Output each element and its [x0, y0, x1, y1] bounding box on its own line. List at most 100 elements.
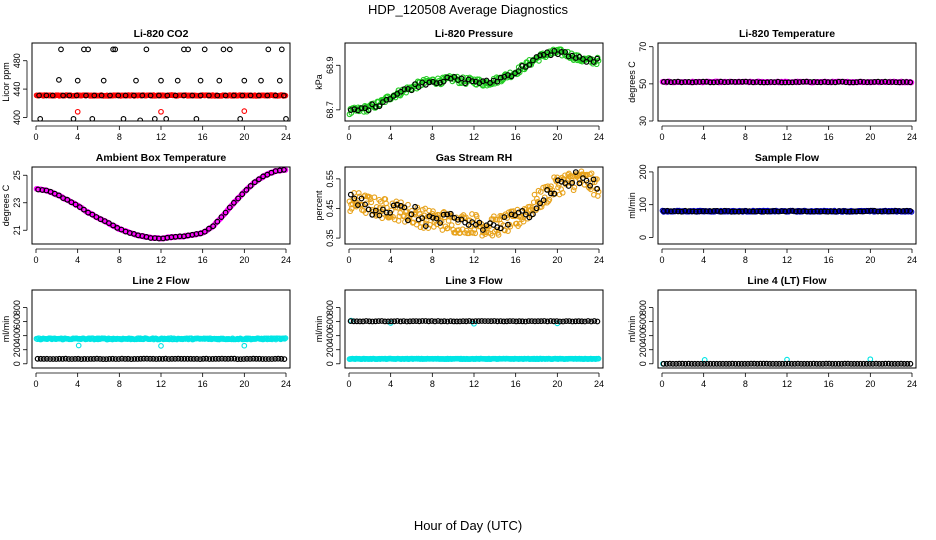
data-point — [785, 79, 792, 86]
data-point — [547, 52, 554, 59]
data-point — [70, 116, 77, 121]
data-point — [535, 318, 541, 325]
data-point — [803, 208, 810, 215]
data-point — [444, 211, 451, 218]
data-point — [771, 79, 778, 86]
data-point — [197, 356, 204, 363]
data-point — [112, 356, 119, 362]
x-tick-label: 20 — [552, 255, 562, 265]
data-point — [750, 208, 756, 215]
data-point — [190, 356, 197, 362]
data-point — [72, 201, 79, 208]
y-tick-label: 0 — [325, 361, 335, 366]
series-line-4-means — [660, 360, 914, 367]
data-point — [475, 318, 482, 325]
data-point — [480, 227, 486, 233]
data-point — [779, 360, 786, 367]
data-point — [444, 318, 451, 325]
y-tick-label: 800 — [12, 300, 22, 315]
data-point — [519, 63, 526, 69]
data-point — [368, 199, 375, 206]
data-point — [876, 360, 883, 367]
data-point — [526, 214, 533, 221]
data-point — [854, 360, 861, 367]
data-point — [432, 318, 438, 325]
data-point — [258, 77, 264, 84]
data-point — [575, 318, 582, 325]
y-axis: 30 50 70 — [638, 42, 654, 126]
data-point — [716, 360, 723, 367]
data-point — [695, 360, 701, 367]
x-tick-label: 0 — [33, 379, 38, 389]
data-point — [557, 318, 563, 325]
data-point — [438, 318, 445, 325]
x-tick-label: 0 — [33, 255, 38, 265]
data-point — [147, 92, 154, 99]
data-point — [153, 356, 160, 362]
x-axis: 0 4 8 12 16 20 24 — [33, 248, 291, 265]
data-point — [75, 355, 82, 362]
data-point — [203, 355, 210, 362]
data-point — [185, 46, 191, 53]
x-axis: 0 4 8 12 16 20 24 — [33, 372, 291, 389]
data-point — [350, 318, 357, 325]
chart-line4: Line 4 (LT) Flow ml/min 0 4 8 12 16 20 24 0 200400… — [627, 275, 917, 389]
data-point — [846, 79, 853, 86]
data-point — [220, 46, 227, 53]
data-point — [888, 360, 895, 367]
data-point — [832, 360, 839, 367]
y-tick-label: 70 — [638, 42, 648, 52]
data-point — [866, 360, 873, 367]
x-tick-label: 24 — [907, 132, 917, 142]
data-point — [798, 360, 804, 367]
data-point — [412, 81, 419, 88]
data-point — [685, 208, 692, 215]
data-point — [788, 360, 795, 367]
data-point — [796, 208, 803, 215]
x-tick-label: 8 — [117, 379, 122, 389]
data-point — [587, 182, 593, 189]
data-point — [226, 204, 233, 211]
data-point — [775, 208, 781, 215]
x-tick-label: 12 — [469, 132, 479, 142]
data-point — [588, 170, 595, 177]
plot-frame — [31, 42, 291, 122]
data-point — [448, 222, 455, 228]
x-tick-label: 24 — [907, 379, 917, 389]
data-point — [520, 218, 527, 225]
data-point — [800, 208, 806, 215]
data-point — [901, 360, 908, 367]
data-point — [835, 360, 842, 367]
data-point — [385, 318, 392, 325]
data-point — [850, 79, 856, 86]
data-point — [488, 318, 495, 325]
data-point — [387, 213, 394, 220]
data-point — [181, 355, 188, 362]
data-point — [495, 232, 502, 238]
data-point — [469, 318, 476, 325]
data-point — [871, 207, 878, 214]
y-tick-label: 21 — [12, 225, 22, 235]
data-point — [560, 318, 566, 325]
x-tick-label: 12 — [782, 379, 792, 389]
data-point — [530, 211, 536, 218]
data-point — [720, 360, 726, 367]
data-point — [89, 116, 96, 121]
data-point — [741, 360, 748, 367]
data-point — [231, 92, 237, 99]
data-point — [231, 355, 238, 362]
data-point — [838, 360, 845, 367]
data-point — [403, 318, 410, 325]
data-point — [197, 92, 204, 99]
data-point — [590, 176, 597, 183]
data-point — [550, 318, 557, 325]
data-point — [796, 79, 803, 85]
data-point — [729, 360, 736, 367]
data-point — [281, 92, 287, 99]
data-point — [725, 79, 731, 85]
data-point — [441, 318, 448, 325]
data-point — [85, 46, 91, 53]
series-rh-means — [347, 169, 601, 233]
data-point — [100, 356, 107, 363]
data-point — [497, 225, 504, 232]
